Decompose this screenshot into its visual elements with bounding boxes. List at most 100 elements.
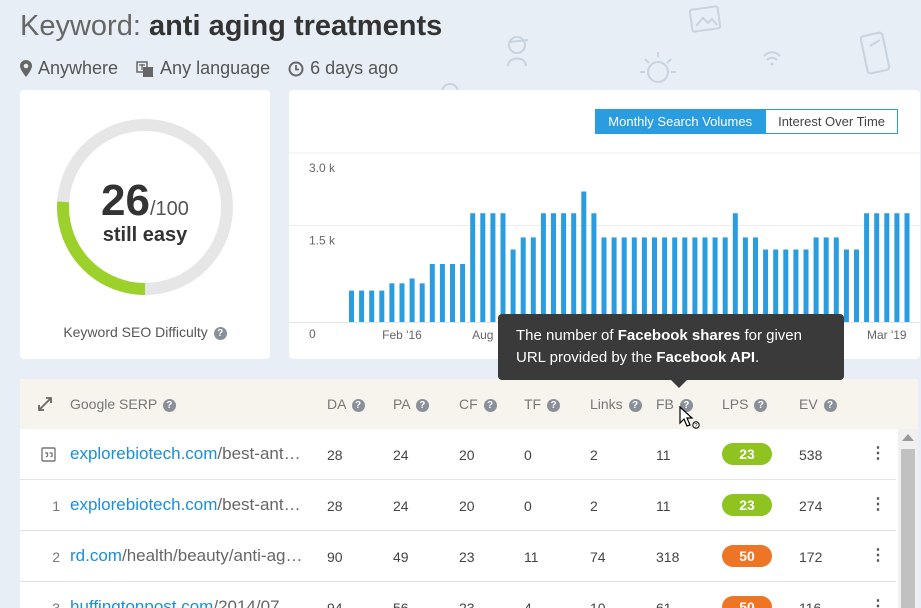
table-row[interactable]: 2 rd.com/health/beauty/anti-aging-treatm… [20,531,896,582]
chart-bar[interactable] [601,237,607,322]
chart-bar[interactable] [793,249,799,323]
chart-bar[interactable] [369,290,375,322]
chart-bar[interactable] [480,213,486,322]
col-ev[interactable]: EV ? [799,396,837,412]
col-fb[interactable]: FB ? [656,396,693,412]
chart-bar[interactable] [470,213,476,322]
chart-bar[interactable] [389,283,395,322]
chart-bar[interactable] [652,237,657,322]
col-pa[interactable]: PA ? [393,396,429,412]
help-icon[interactable]: ? [679,399,693,412]
chart-bar[interactable] [682,237,688,322]
col-cf[interactable]: CF ? [459,396,497,412]
result-path[interactable]: /best-anti-aging-treatments [217,444,304,463]
chart-bar[interactable] [783,249,789,323]
col-da[interactable]: DA ? [327,396,365,412]
chart-bar[interactable] [510,249,516,323]
help-icon[interactable]: ? [547,399,560,412]
help-icon[interactable]: ? [628,399,642,412]
chart-bar[interactable] [813,237,819,322]
chart-bar[interactable] [702,237,708,322]
chart-bar[interactable] [833,237,839,322]
chart-bar[interactable] [349,290,354,322]
col-links[interactable]: Links ? [590,396,642,412]
help-icon[interactable]: ? [823,399,837,412]
help-icon[interactable]: ? [483,399,497,412]
chart-bar[interactable] [490,213,496,322]
chart-bar[interactable] [712,237,718,322]
chart-bar[interactable] [823,237,829,322]
tab-interest-over-time[interactable]: Interest Over Time [765,109,898,134]
result-url[interactable]: explorebiotech.com/best-anti-aging-treat… [70,444,304,464]
chart-bar[interactable] [429,264,435,322]
chart-bar[interactable] [753,237,758,322]
col-lps[interactable]: LPS ? [722,396,768,412]
expand-icon[interactable] [38,397,52,411]
chart-bar[interactable] [379,290,385,322]
tab-monthly-search-volumes[interactable]: Monthly Search Volumes [595,109,766,134]
chart-bar[interactable] [843,249,849,323]
chart-bar[interactable] [732,213,738,322]
result-url[interactable]: explorebiotech.com/best-anti-aging-treat… [70,495,304,515]
row-menu-icon[interactable]: ⋮ [870,547,886,564]
chart-bar[interactable] [884,213,890,322]
chart-bar[interactable] [803,249,809,323]
chart-bar[interactable] [631,237,637,322]
chart-bar[interactable] [419,283,425,322]
table-row[interactable]: 1 explorebiotech.com/best-anti-aging-tre… [20,480,896,531]
chart-bar[interactable] [460,264,466,322]
chart-bar[interactable] [571,213,577,322]
result-url[interactable]: rd.com/health/beauty/anti-aging-treatmen… [70,546,304,566]
result-domain[interactable]: explorebiotech.com [70,495,218,514]
chart-bar[interactable] [359,290,365,322]
scroll-up-icon[interactable] [902,434,914,441]
help-icon[interactable]: ? [213,327,227,340]
chart-bar[interactable] [672,237,678,322]
result-path[interactable]: /2014/07 [213,597,280,608]
chart-bar[interactable] [763,249,769,323]
chart-bar[interactable] [561,213,567,322]
chart-bar[interactable] [439,264,445,322]
table-row[interactable]: 3 huffingtonpost.com/2014/07 94 56 23 4 … [20,582,896,608]
chart-bar[interactable] [591,213,597,322]
chart-bar[interactable] [773,249,779,323]
chart-bar[interactable] [904,213,910,322]
help-icon[interactable]: ? [754,399,768,412]
result-path[interactable]: /best-anti-aging-treatments [217,495,304,514]
row-menu-icon[interactable]: ⋮ [870,598,886,608]
result-url[interactable]: huffingtonpost.com/2014/07 [70,597,304,608]
help-icon[interactable]: ? [162,399,176,412]
result-path[interactable]: /health/beauty/anti-aging-treatments [121,546,304,565]
chart-bar[interactable] [864,213,870,322]
row-menu-icon[interactable]: ⋮ [870,445,886,462]
chart-bar[interactable] [894,213,900,322]
scroll-thumb[interactable] [901,449,915,608]
chart-bar[interactable] [692,237,698,322]
help-icon[interactable]: ? [351,399,365,412]
result-domain[interactable]: huffingtonpost.com [70,597,214,608]
language-filter[interactable]: Any language [136,58,270,79]
chart-bar[interactable] [540,213,546,322]
col-google-serp[interactable]: Google SERP ? [70,396,176,412]
row-menu-icon[interactable]: ⋮ [870,496,886,513]
chart-bar[interactable] [854,249,859,323]
chart-bar[interactable] [641,237,647,322]
chart-bar[interactable] [662,237,668,322]
chart-bar[interactable] [722,237,728,322]
table-scrollbar[interactable] [898,429,918,608]
table-row[interactable]: explorebiotech.com/best-anti-aging-treat… [20,429,896,480]
chart-bar[interactable] [450,264,455,322]
chart-bar[interactable] [500,213,506,322]
chart-bar[interactable] [520,237,526,322]
chart-bar[interactable] [621,237,627,322]
result-domain[interactable]: explorebiotech.com [70,444,218,463]
chart-bar[interactable] [742,237,748,322]
chart-bar[interactable] [409,278,415,323]
result-domain[interactable]: rd.com [70,546,122,565]
chart-bar[interactable] [611,237,617,322]
col-tf[interactable]: TF ? [524,396,560,412]
chart-bar[interactable] [551,213,556,322]
chart-bar[interactable] [530,237,536,322]
chart-bar[interactable] [874,213,880,322]
chart-bar[interactable] [399,283,405,322]
